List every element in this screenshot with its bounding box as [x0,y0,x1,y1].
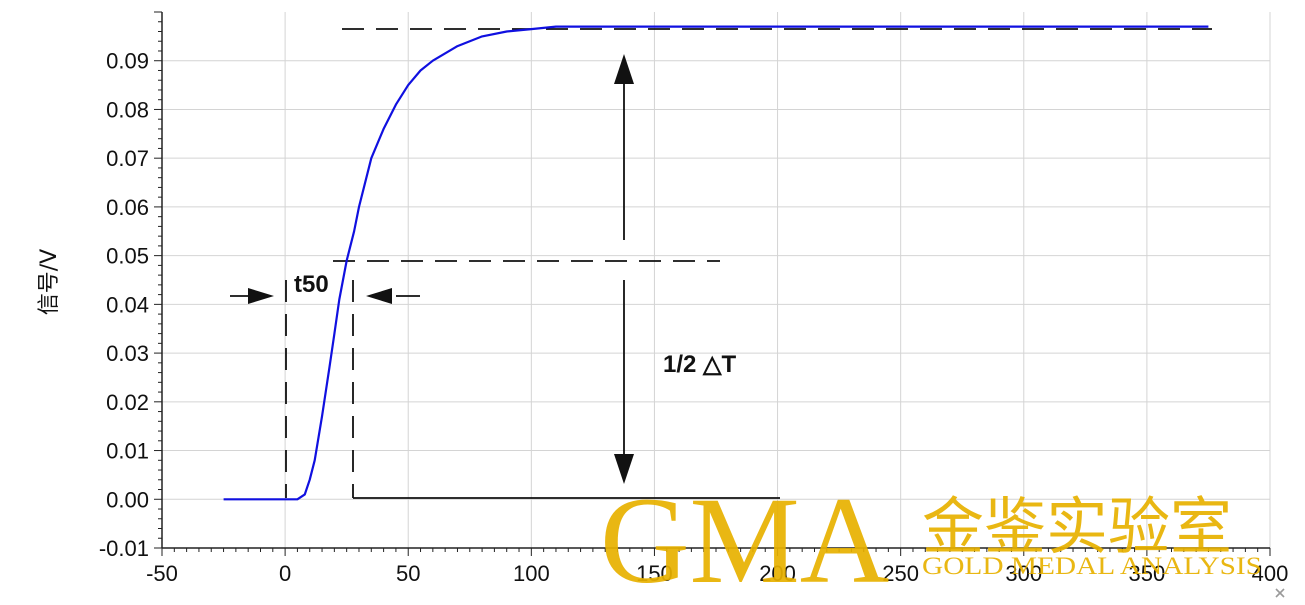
arrow-left-icon [366,288,392,304]
watermark: GMA 金鉴实验室 GOLD MEDAL ANALYSIS [600,472,1262,605]
signal-series-line [223,25,1209,501]
x-tick-label: 350 [1129,561,1166,586]
axes [154,11,1271,556]
delta-t-label: 1/2 △T [663,351,736,378]
y-tick-label: 0.05 [106,244,149,269]
x-tick-label: 150 [636,561,673,586]
y-tick-label: -0.01 [99,536,149,561]
t50-label: t50 [294,271,329,298]
x-tick-label: 50 [396,561,420,586]
watermark-logo: GMA [600,472,889,605]
y-tick-label: 0.03 [106,341,149,366]
annotation-lines [230,28,1212,499]
arrow-right-icon [248,288,274,304]
x-tick-labels: -50 0 50 100 150 200 250 300 350 400 [146,561,1288,586]
x-tick-label: 0 [279,561,291,586]
watermark-english: GOLD MEDAL ANALYSIS [922,553,1262,580]
x-tick-label: 200 [759,561,796,586]
y-tick-label: 0.04 [106,292,149,317]
series-group [223,25,1209,501]
close-icon [1272,585,1288,601]
grid [162,12,1271,548]
x-tick-label: 100 [513,561,550,586]
y-tick-labels: -0.01 0.00 0.01 0.02 0.03 0.04 0.05 0.06 0.07 0.0… [99,49,149,561]
y-tick-label: 0.08 [106,97,149,122]
arrow-down-icon [614,454,634,484]
x-tick-label: -50 [146,561,178,586]
arrow-up-icon [614,54,634,84]
y-tick-label: 0.07 [106,146,149,171]
x-tick-label: 300 [1005,561,1042,586]
y-tick-label: 0.01 [106,439,149,464]
y-tick-label: 0.02 [106,390,149,415]
y-tick-label: 0.00 [106,487,149,512]
x-tick-label: 400 [1252,561,1289,586]
x-tick-label: 250 [882,561,919,586]
y-tick-label: 0.06 [106,195,149,220]
watermark-chinese: 金鉴实验室 [922,490,1232,563]
y-axis-label: 信号/V [37,249,62,315]
y-tick-label: 0.09 [106,49,149,74]
